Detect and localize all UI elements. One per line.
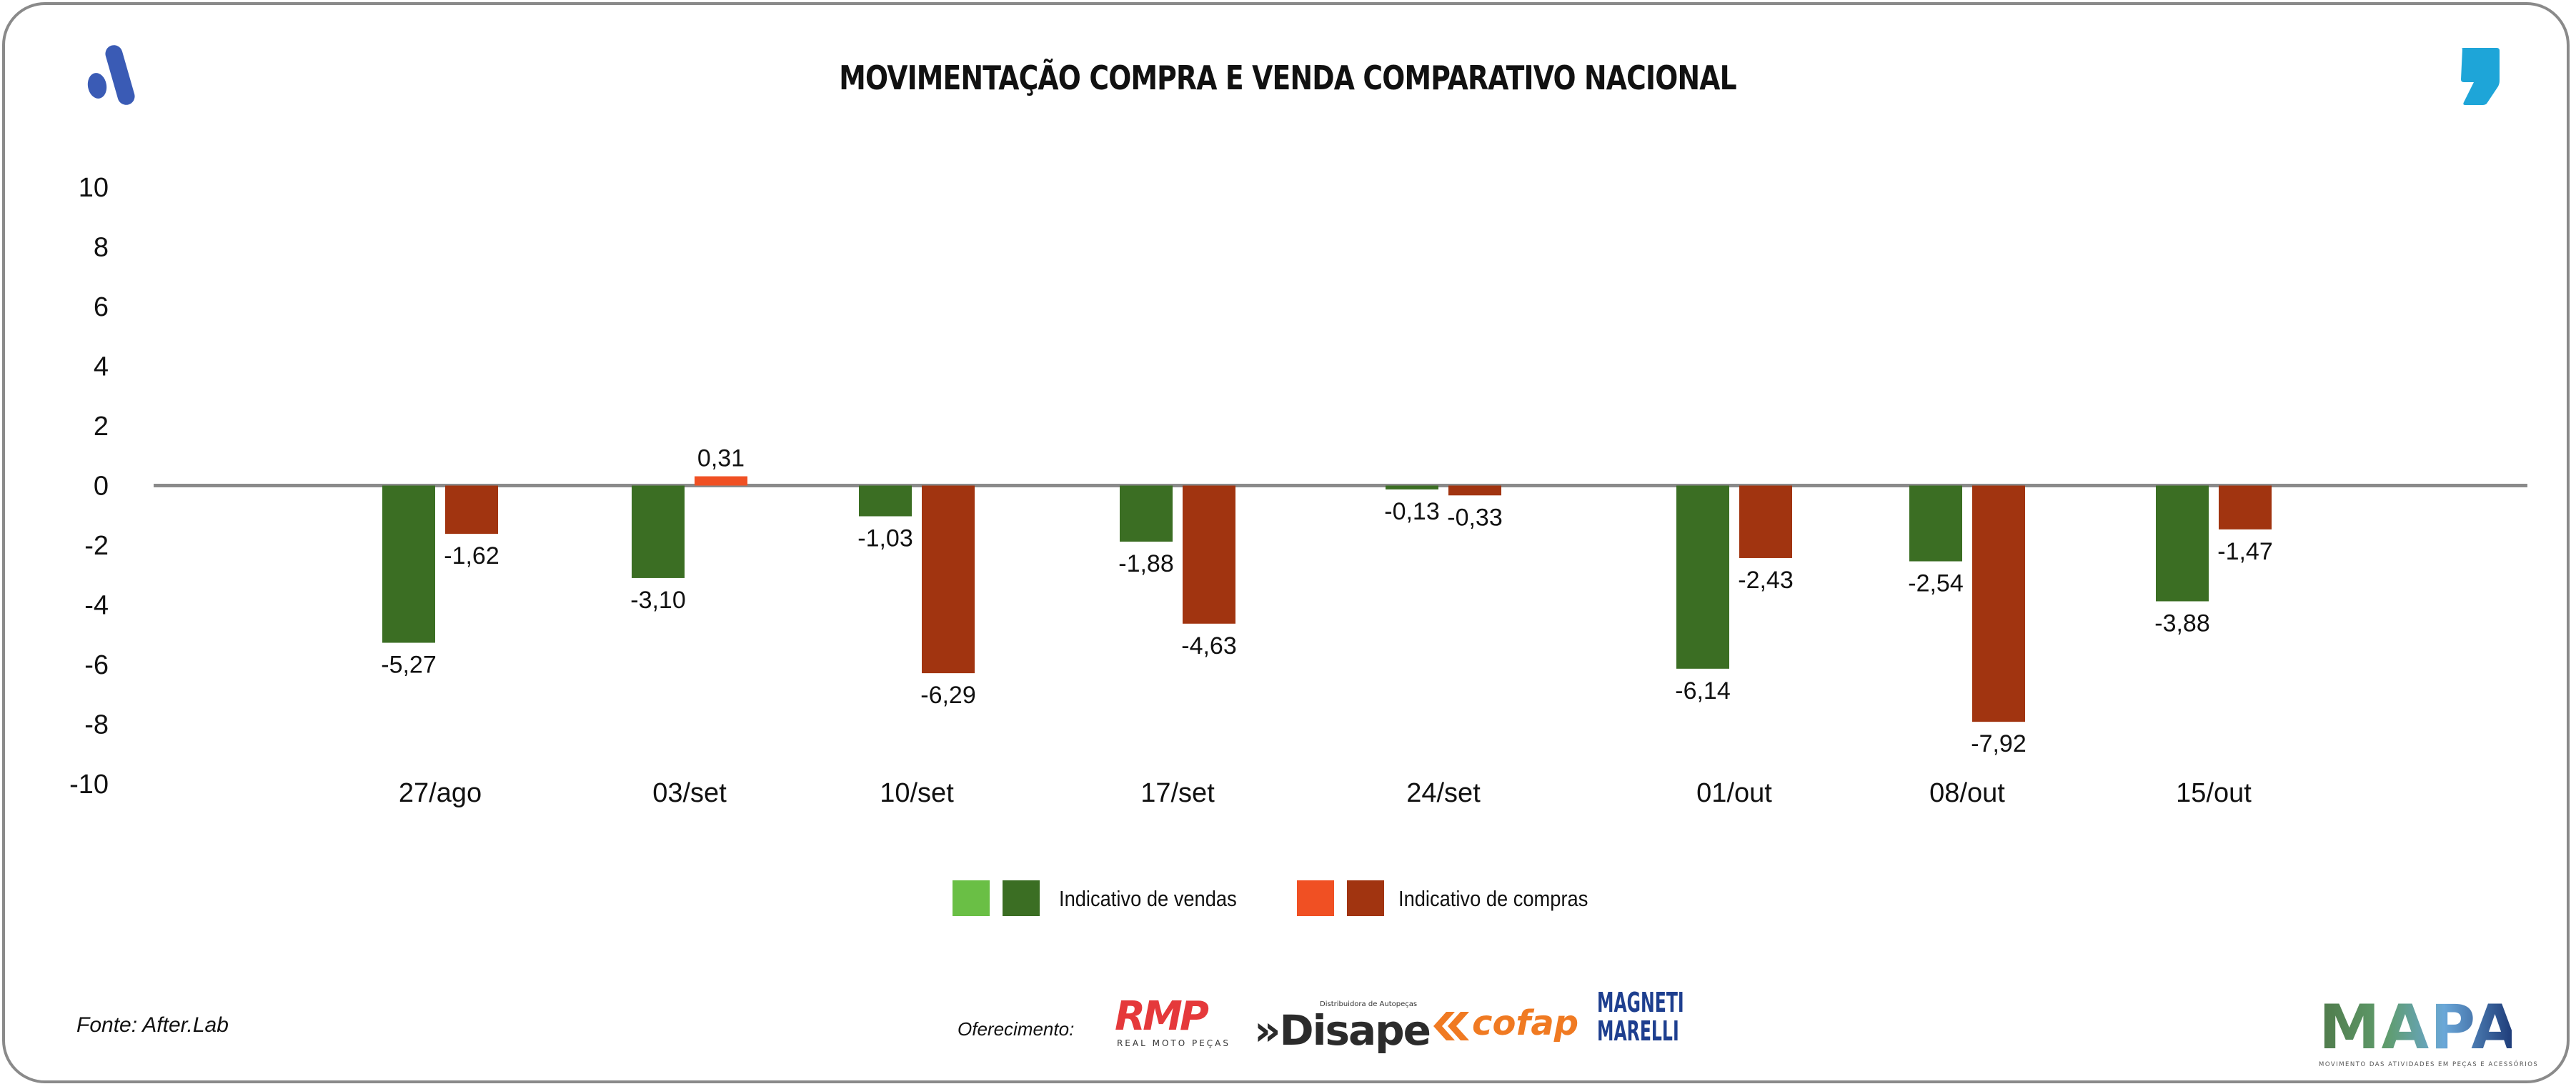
bar-compras bbox=[1448, 485, 1501, 496]
bar-vendas bbox=[859, 485, 912, 517]
data-label-compras: -6,29 bbox=[920, 682, 976, 709]
y-tick-label: -10 bbox=[69, 770, 109, 800]
data-label-compras: 0,31 bbox=[697, 445, 745, 472]
legend-swatch-vendas-dark bbox=[1003, 880, 1040, 916]
y-tick-label: 6 bbox=[94, 292, 109, 322]
data-label-compras: -1,47 bbox=[2217, 538, 2273, 565]
legend-label-vendas: Indicativo de vendas bbox=[1059, 886, 1237, 911]
y-tick-label: 8 bbox=[94, 233, 109, 263]
x-tick-label: 01/out bbox=[1696, 778, 1772, 808]
data-label-vendas: -1,03 bbox=[857, 525, 913, 552]
legend-swatch-vendas-light bbox=[953, 880, 990, 916]
bar-compras bbox=[2219, 485, 2272, 529]
bar-vendas bbox=[1120, 485, 1173, 542]
y-tick-label: -2 bbox=[84, 531, 109, 561]
source-note: Fonte: After.Lab bbox=[76, 1013, 229, 1037]
bar-vendas bbox=[1909, 485, 1962, 562]
x-tick-label: 10/set bbox=[880, 778, 954, 808]
bar-compras bbox=[695, 476, 747, 486]
disape-logo-text: »Disape bbox=[1254, 1006, 1431, 1055]
x-tick-label: 27/ago bbox=[399, 778, 482, 808]
data-label-compras: -1,62 bbox=[444, 542, 499, 570]
y-tick-label: -6 bbox=[84, 650, 109, 680]
data-label-vendas: -2,54 bbox=[1908, 570, 1964, 597]
magneti-logo-line2: MARELLI bbox=[1597, 1015, 1679, 1047]
x-tick-label: 17/set bbox=[1140, 778, 1215, 808]
data-label-vendas: -1,88 bbox=[1118, 550, 1174, 577]
sponsor-logo-disape: Distribuidora de Autopeças »Disape bbox=[1254, 993, 1431, 1058]
mapa-logo-tagline: MOVIMENTO DAS ATIVIDADES EM PEÇAS E ACES… bbox=[2319, 1061, 2539, 1068]
bar-vendas bbox=[382, 485, 435, 643]
magneti-logo-line1: MAGNETI bbox=[1597, 987, 1684, 1018]
data-label-compras: -2,43 bbox=[1738, 567, 1794, 594]
bar-compras bbox=[1972, 485, 2025, 722]
sponsor-logo-rmp: RMP REAL MOTO PEÇAS bbox=[1115, 997, 1233, 1050]
bar-vendas bbox=[1676, 485, 1729, 669]
y-tick-label: 10 bbox=[79, 173, 109, 203]
x-tick-label: 08/out bbox=[1929, 778, 2005, 808]
y-tick-label: 0 bbox=[94, 472, 109, 502]
cofap-logo-text: cofap bbox=[1472, 1003, 1579, 1043]
y-tick-label: 4 bbox=[94, 352, 109, 382]
brand-comma-logo-icon bbox=[2461, 48, 2500, 105]
bar-chart: 10 8 6 4 2 0 -2 -4 -6 -8 -10 -5,27 -1,62 27/ago -3,10 0… bbox=[69, 173, 2527, 808]
y-tick-label: -4 bbox=[84, 591, 109, 621]
legend-label-compras: Indicativo de compras bbox=[1398, 886, 1588, 911]
data-label-vendas: -5,27 bbox=[381, 652, 437, 679]
x-tick-label: 15/out bbox=[2176, 778, 2252, 808]
bar-vendas bbox=[2156, 485, 2209, 602]
mapa-logo-text: MAPA bbox=[2319, 992, 2520, 1063]
bar-compras bbox=[445, 485, 498, 534]
cofap-diamond-icon bbox=[1433, 1012, 1469, 1040]
x-tick-label: 24/set bbox=[1406, 778, 1481, 808]
y-tick-label: -8 bbox=[84, 710, 109, 740]
data-label-compras: -0,33 bbox=[1447, 504, 1503, 531]
legend-swatch-compras-light bbox=[1297, 880, 1334, 916]
bar-compras bbox=[922, 485, 975, 674]
data-label-vendas: -0,13 bbox=[1384, 498, 1440, 525]
legend-swatch-compras-dark bbox=[1347, 880, 1384, 916]
sponsor-logo-magneti-marelli: MAGNETI MARELLI bbox=[1597, 988, 1711, 1060]
chart-legend: Indicativo de vendas Indicativo de compr… bbox=[0, 880, 2576, 923]
x-tick-label: 03/set bbox=[652, 778, 727, 808]
brand-a-logo-icon bbox=[87, 45, 135, 105]
data-label-compras: -7,92 bbox=[1971, 730, 2027, 757]
data-label-vendas: -3,88 bbox=[2154, 610, 2210, 637]
bar-vendas bbox=[1386, 485, 1438, 489]
sponsor-label: Oferecimento: bbox=[958, 1018, 1075, 1040]
mapa-logo: MAPA MOVIMENTO DAS ATIVIDADES EM PEÇAS E… bbox=[2319, 992, 2539, 1068]
data-label-compras: -4,63 bbox=[1181, 632, 1237, 660]
rmp-logo-tagline: REAL MOTO PEÇAS bbox=[1116, 1038, 1231, 1048]
data-label-vendas: -6,14 bbox=[1675, 677, 1731, 705]
disape-logo-tagline: Distribuidora de Autopeças bbox=[1320, 1000, 1418, 1008]
bar-compras bbox=[1183, 485, 1235, 624]
rmp-logo-text: RMP bbox=[1115, 993, 1209, 1040]
sponsor-logo-cofap: cofap bbox=[1429, 1000, 1583, 1050]
bar-compras bbox=[1739, 485, 1792, 558]
data-label-vendas: -3,10 bbox=[630, 587, 686, 614]
y-tick-label: 2 bbox=[94, 412, 109, 442]
chart-title: MOVIMENTAÇÃO COMPRA E VENDA COMPARATIVO … bbox=[839, 59, 1736, 97]
bar-vendas bbox=[632, 485, 685, 578]
